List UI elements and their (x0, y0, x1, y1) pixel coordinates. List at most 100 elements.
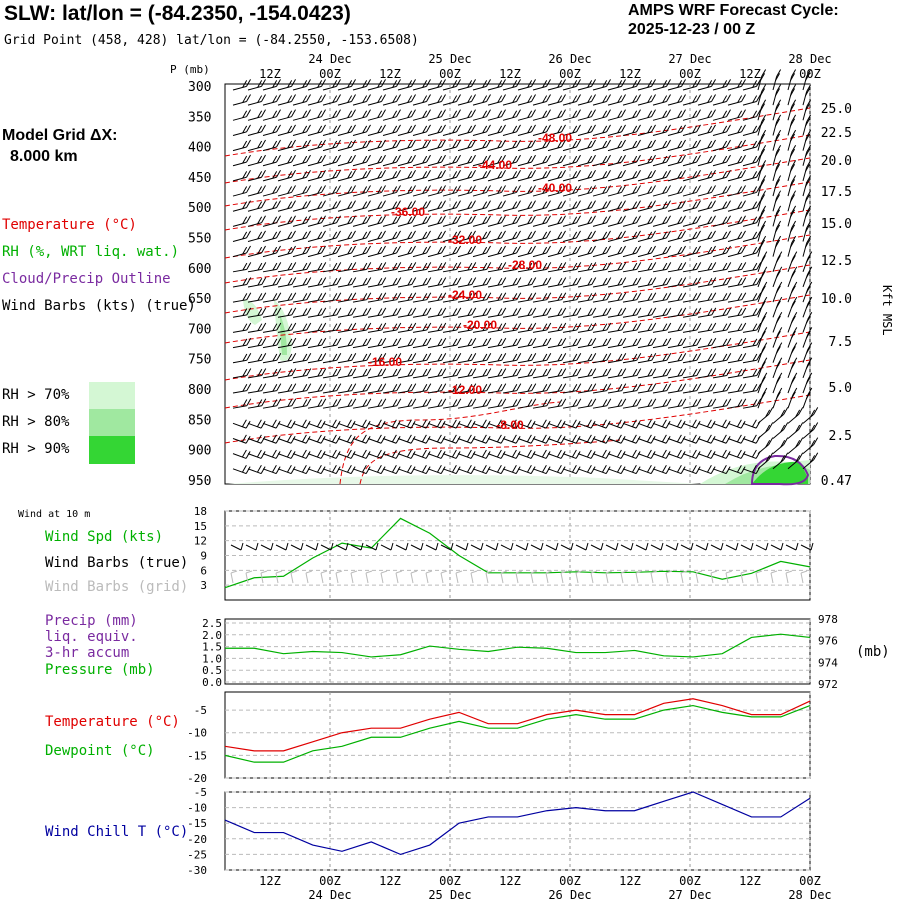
wind-barb-staff (367, 468, 382, 475)
wind-barb-staff (577, 252, 592, 258)
wind-barb-flag (321, 94, 326, 102)
wind-barb-flag (437, 246, 443, 255)
wind-barb-staff (367, 146, 382, 152)
wind-barb-staff (322, 237, 337, 242)
wind-barb-staff (487, 131, 502, 136)
wind-barb-staff (607, 252, 622, 258)
grid-wind-barb (230, 572, 234, 584)
wind-barb-flag (350, 436, 356, 444)
wind-barb-flag (455, 436, 461, 444)
wind-barb-flag (441, 277, 447, 285)
wind-barb-flag (501, 79, 506, 87)
wind-barb-flag (571, 419, 577, 428)
wind-barb-flag (602, 216, 608, 225)
wind-barb-flag (287, 80, 293, 88)
isotherm (224, 264, 811, 314)
wind-barb-staff (532, 207, 547, 212)
wind-barb-staff (577, 284, 592, 288)
wind-barb-flag (426, 307, 432, 316)
wind-barb-flag (526, 419, 532, 428)
wind-barb-staff (337, 85, 352, 91)
wind-barb-flag (471, 245, 476, 254)
wind-barb-flag (396, 200, 401, 208)
wind-barb-staff (517, 116, 532, 121)
wind-barb-staff (337, 268, 352, 273)
wind-barb-flag (617, 277, 623, 286)
wind-barb-staff (322, 207, 337, 212)
wind-barb-flag (791, 114, 797, 123)
wind-barb-flag (620, 466, 626, 474)
wind-barb-flag (411, 307, 417, 316)
wind-barb-flag (365, 436, 371, 444)
wind-barb-staff (637, 284, 652, 288)
wind-barb-staff (577, 268, 592, 273)
wind-barb-flag (245, 436, 251, 444)
wind-barb-flag (241, 464, 247, 473)
wind-barb-flag (557, 140, 563, 149)
wind-barb-staff (352, 191, 367, 197)
wind-barb-flag (605, 436, 611, 444)
wind-barb-flag (805, 118, 811, 127)
wind-barb-flag (762, 357, 768, 365)
wind-barb-flag (511, 419, 517, 428)
wind-barb-flag (512, 368, 518, 377)
grid-wind-barb (695, 570, 703, 574)
wind-barb-staff (547, 161, 562, 167)
wind-barb-staff (412, 299, 427, 303)
wind-barb-staff (337, 207, 352, 212)
wind-barb-flag (722, 293, 728, 301)
wind-barb-flag (561, 292, 567, 300)
wind-barb-flag (545, 420, 551, 429)
wind-barb-staff (247, 390, 262, 394)
wind-speed-tick: 9 (200, 550, 207, 563)
wind-barb-staff (247, 146, 262, 152)
wind-barb-flag (321, 292, 327, 300)
wind-barb-staff (712, 176, 727, 182)
wind-chill-panel-frame (224, 791, 811, 871)
wind-barb-flag (806, 114, 812, 123)
wind-barb-flag (572, 201, 578, 209)
wind-barb-flag (261, 109, 266, 117)
wind-barb-flag (810, 439, 816, 448)
rh80-swatch (89, 409, 135, 436)
wind-barb-flag (680, 451, 686, 459)
wind-barb-staff (502, 131, 517, 136)
wind-barb-flag (602, 186, 608, 194)
wind-barb-flag (271, 434, 277, 443)
wind-barb-staff (517, 390, 532, 394)
wind-barb-flag (261, 368, 267, 376)
wind-barb-staff (532, 344, 547, 349)
wind-barb-flag (776, 235, 782, 244)
wind-barb-flag (722, 155, 728, 164)
wind-barb-flag (411, 124, 416, 133)
wind-barb-flag (696, 245, 701, 254)
wind-barb-flag (617, 171, 623, 179)
wind-barb-flag (542, 384, 548, 392)
wind-barb-staff (277, 101, 292, 106)
wind-barb-flag (501, 353, 507, 361)
wind-barb-staff (337, 237, 352, 242)
wind-barb-flag (722, 216, 728, 225)
wind-barb-flag (482, 231, 488, 240)
wind-barb-staff (607, 268, 622, 273)
surface-wind-barb (440, 544, 452, 551)
wind-barb-flag (456, 398, 462, 406)
wind-barb-flag (561, 200, 566, 208)
wind-barb-staff (592, 207, 607, 212)
wind-barb-flag (542, 231, 548, 240)
wind-barb-flag (762, 266, 768, 275)
wind-barb-flag (437, 323, 443, 331)
wind-barb-staff (727, 131, 742, 136)
grid-wind-barb (575, 570, 583, 574)
wind-barb-flag (631, 464, 637, 473)
wind-barb-flag (752, 353, 758, 362)
wind-barb-flag (452, 171, 458, 179)
wind-barb-flag (760, 285, 766, 293)
wind-barb-staff (727, 252, 742, 258)
wind-barb-flag (441, 337, 447, 346)
wind-barb-flag (591, 245, 596, 254)
wind-barb-staff (457, 85, 472, 91)
wind-barb-flag (381, 337, 387, 346)
wind-barb-staff (727, 207, 742, 212)
wind-barb-flag (276, 322, 282, 331)
